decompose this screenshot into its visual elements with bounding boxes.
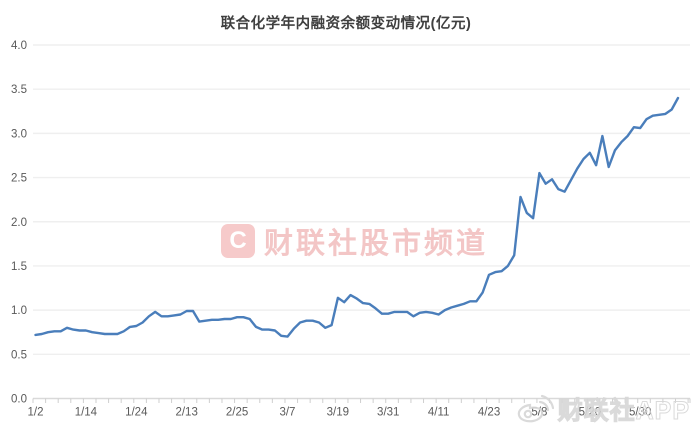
svg-text:3/31: 3/31 (377, 407, 399, 419)
svg-text:2/25: 2/25 (226, 407, 248, 419)
svg-text:5/20: 5/20 (579, 407, 601, 419)
svg-text:0.0: 0.0 (11, 394, 27, 406)
svg-text:2.0: 2.0 (11, 217, 27, 229)
svg-text:4/23: 4/23 (478, 407, 500, 419)
chart-title: 联合化学年内融资余额变动情况(亿元) (220, 16, 472, 32)
svg-text:5/30: 5/30 (629, 407, 651, 419)
svg-text:3.5: 3.5 (11, 84, 27, 96)
svg-text:2.5: 2.5 (11, 173, 27, 185)
svg-text:4/11: 4/11 (428, 407, 450, 419)
svg-text:1/14: 1/14 (75, 407, 98, 419)
svg-text:1/2: 1/2 (28, 407, 44, 419)
svg-text:3.0: 3.0 (11, 128, 27, 140)
svg-text:1.5: 1.5 (11, 261, 27, 273)
svg-text:4.0: 4.0 (11, 40, 27, 52)
svg-text:1.0: 1.0 (11, 305, 27, 317)
svg-text:3/19: 3/19 (327, 407, 349, 419)
svg-text:0.5: 0.5 (11, 349, 27, 361)
svg-text:1/24: 1/24 (125, 407, 148, 419)
svg-text:5/8: 5/8 (531, 407, 547, 419)
svg-text:3/7: 3/7 (279, 407, 295, 419)
svg-text:2/13: 2/13 (175, 407, 197, 419)
